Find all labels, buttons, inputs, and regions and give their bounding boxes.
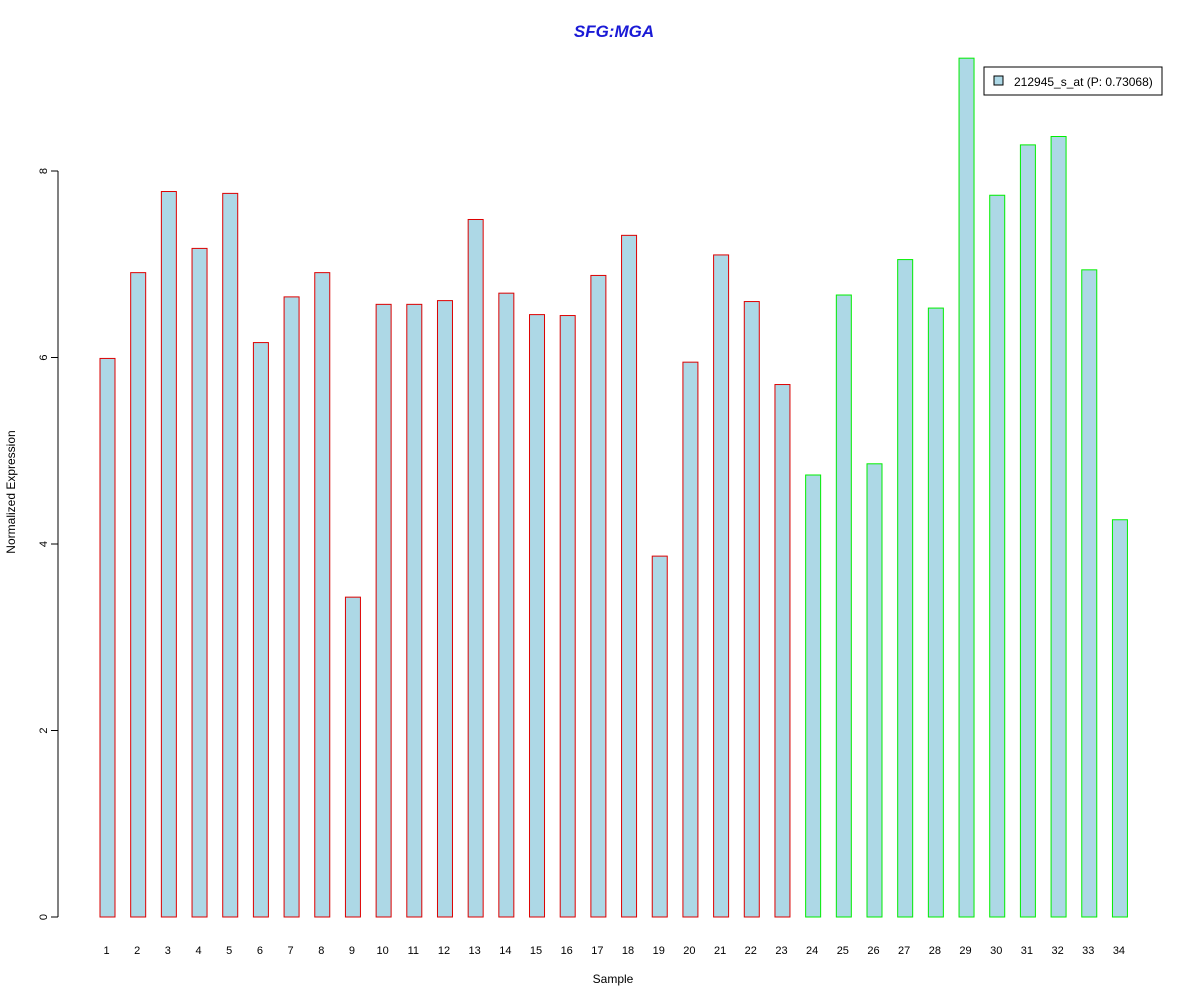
x-tick-label: 2 [134,945,140,957]
x-tick-label: 25 [837,945,849,957]
x-tick-label: 27 [898,945,910,957]
x-tick-label: 26 [867,945,879,957]
legend-box [983,66,1163,96]
x-tick-label: 16 [561,945,573,957]
legend-swatch [993,75,1004,86]
bar-sample-9 [344,596,361,918]
x-axis-title: Sample [593,972,634,986]
x-tick-label: 33 [1082,945,1094,957]
bar-sample-23 [774,384,791,918]
x-tick-label: 13 [469,945,481,957]
legend: 212945_s_at (P: 0.73068) [983,66,1163,96]
x-tick-label: 34 [1113,945,1125,957]
x-tick-label: 28 [929,945,941,957]
x-tick-label: 24 [806,945,818,957]
legend-label: 212945_s_at (P: 0.73068) [1014,75,1153,89]
bar-sample-21 [713,254,730,918]
bar-sample-30 [989,194,1006,918]
x-tick-label: 9 [349,945,355,957]
x-tick-label: 10 [376,945,388,957]
x-tick-label: 12 [438,945,450,957]
bar-sample-7 [283,296,300,918]
x-tick-label: 15 [530,945,542,957]
y-tick-label: 2 [38,727,50,733]
bar-sample-10 [375,303,392,918]
bar-sample-34 [1111,519,1128,918]
x-tick-label: 18 [622,945,634,957]
bar-sample-25 [835,294,852,918]
x-tick-label: 29 [959,945,971,957]
x-tick-label: 7 [288,945,294,957]
x-tick-label: 17 [591,945,603,957]
bar-sample-5 [222,192,239,918]
x-tick-label: 19 [653,945,665,957]
bar-sample-12 [436,300,453,918]
x-tick-label: 11 [408,945,419,957]
bar-sample-24 [805,474,822,918]
bar-sample-19 [651,555,668,918]
bar-sample-15 [529,314,546,918]
bar-sample-3 [160,191,177,918]
bar-sample-22 [743,301,760,918]
bar-sample-18 [621,234,638,918]
bar-sample-20 [682,361,699,918]
y-tick-label: 6 [38,354,50,360]
y-axis: 0 2 4 6 8 [38,168,59,920]
x-tick-label: 14 [499,945,511,957]
y-axis-title: Normalized Expression [4,430,18,553]
bar-sample-17 [590,274,607,918]
x-tick-label: 20 [683,945,695,957]
x-axis-tick-labels: 1 2 3 4 5 6 7 8 9 10 11 12 13 14 15 16 17 18 19 20 21 22 23 24 2… [103,945,1125,957]
x-tick-label: 5 [226,945,232,957]
bar-sample-1 [99,357,116,918]
bar-sample-29 [958,57,975,918]
x-tick-label: 1 [103,945,109,957]
y-tick-label: 8 [38,168,50,174]
x-tick-label: 23 [775,945,787,957]
bar-sample-27 [897,259,914,918]
x-tick-label: 3 [165,945,171,957]
bar-sample-16 [559,315,576,918]
bar-sample-4 [191,247,208,918]
bar-sample-6 [252,342,269,918]
chart-title: SFG:MGA [574,22,654,41]
bar-sample-11 [406,303,423,918]
x-tick-label: 21 [714,945,726,957]
bar-sample-26 [866,463,883,918]
bar-sample-14 [498,292,515,918]
bar-sample-28 [927,307,944,918]
x-tick-label: 6 [257,945,263,957]
y-tick-label: 0 [38,914,50,920]
bar-sample-31 [1019,144,1036,918]
x-tick-label: 30 [990,945,1002,957]
y-tick-label: 4 [38,541,50,547]
bar-sample-32 [1050,136,1067,918]
bar-sample-13 [467,218,484,918]
bar-sample-2 [130,272,147,918]
x-tick-label: 22 [745,945,757,957]
bar-sample-33 [1081,269,1098,918]
x-tick-label: 31 [1021,945,1033,957]
x-tick-label: 8 [318,945,324,957]
x-tick-label: 32 [1051,945,1063,957]
bar-sample-8 [314,272,331,918]
x-tick-label: 4 [195,945,201,957]
bars [99,57,1128,918]
